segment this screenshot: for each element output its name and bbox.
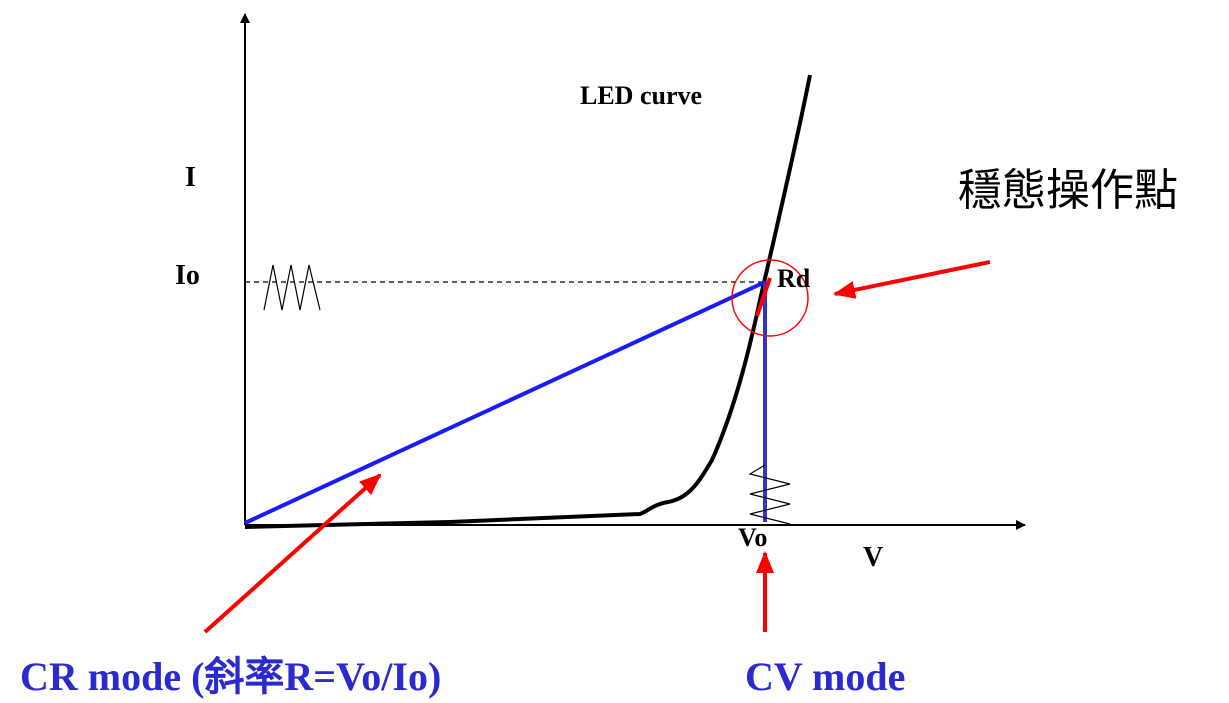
y-axis-label: I bbox=[185, 162, 196, 193]
cr-line bbox=[244, 280, 766, 525]
operating-circle bbox=[731, 259, 809, 337]
io-label: Io bbox=[175, 260, 200, 291]
arrow bbox=[833, 260, 991, 299]
arrow bbox=[203, 473, 382, 634]
vo-label: Vo bbox=[738, 523, 767, 552]
x-axis-label: V bbox=[863, 542, 883, 573]
operating-point-label: 穩態操作點 bbox=[958, 165, 1178, 216]
rd-tangent bbox=[755, 277, 772, 317]
current-ripple bbox=[263, 264, 321, 311]
led-curve bbox=[244, 74, 812, 529]
cr-mode-label: CR mode (斜率R=Vo/Io) bbox=[20, 654, 441, 699]
curve-label: LED curve bbox=[580, 81, 702, 110]
cv-mode-label: CV mode bbox=[745, 654, 905, 699]
voltage-ripple bbox=[748, 464, 791, 525]
rd-label: Rd bbox=[777, 264, 811, 293]
